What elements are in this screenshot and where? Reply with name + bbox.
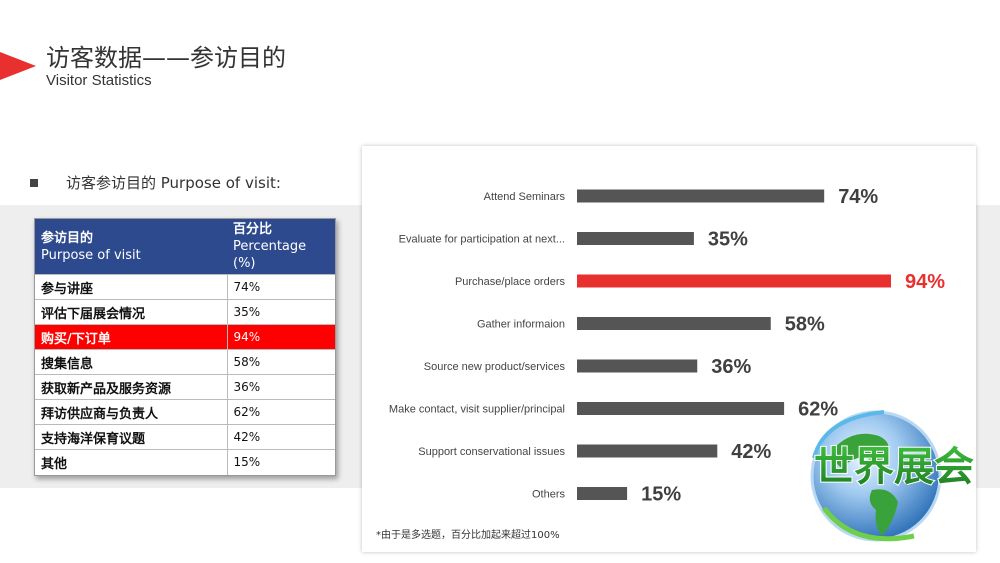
purpose-table: 参访目的 Purpose of visit 百分比 Percentage (%)…: [34, 218, 336, 476]
row-percentage: 35%: [227, 299, 335, 325]
header-percentage-cn: 百分比: [233, 222, 273, 237]
data-label: 58%: [785, 314, 825, 336]
bar: [577, 444, 718, 458]
table-row: 支持海洋保育议题 42%: [35, 424, 335, 450]
table-row: 参与讲座 74%: [35, 274, 335, 300]
category-label: Support conservational issues: [418, 446, 565, 458]
bar: [577, 402, 785, 415]
row-purpose: 拜访供应商与负责人: [35, 399, 228, 425]
bar: [577, 232, 694, 245]
row-percentage: 94%: [227, 324, 335, 350]
bar: [577, 317, 771, 330]
row-percentage: 74%: [227, 274, 335, 300]
bar: [577, 189, 825, 203]
row-percentage: 58%: [227, 349, 335, 375]
title-arrow-icon: [0, 52, 36, 80]
row-purpose: 参与讲座: [35, 274, 228, 300]
logo-text: 世界展会: [814, 444, 974, 490]
table-row: 评估下届展会情况 35%: [35, 299, 335, 325]
header-purpose-en: Purpose of visit: [41, 247, 141, 263]
row-percentage: 62%: [227, 399, 335, 425]
row-purpose: 其他: [35, 449, 228, 475]
chart-panel: Attend Seminars 74% Evaluate for participa…: [362, 146, 976, 552]
table-row: 获取新产品及服务资源 36%: [35, 374, 335, 400]
data-label: 35%: [708, 229, 748, 251]
data-label: 62%: [798, 399, 838, 421]
footnote: *由于是多选题，百分比加起来超过100%: [376, 530, 560, 541]
row-percentage: 36%: [227, 374, 335, 400]
row-purpose: 支持海洋保育议题: [35, 424, 228, 450]
section-heading: 访客参访目的 Purpose of visit:: [66, 174, 281, 192]
page-subtitle: Visitor Statistics: [46, 72, 152, 89]
page-title: 访客数据——参访目的: [46, 44, 286, 72]
row-percentage: 15%: [227, 449, 335, 475]
bar: [577, 359, 698, 373]
category-label: Others: [532, 489, 566, 501]
bar: [577, 274, 891, 288]
table-row: 其他 15%: [35, 449, 335, 475]
row-purpose: 搜集信息: [35, 349, 228, 375]
world-expo-logo: 世界展会: [810, 410, 975, 542]
data-label: 94%: [905, 271, 945, 293]
category-label: Source new product/services: [424, 361, 566, 373]
row-purpose: 评估下届展会情况: [35, 299, 228, 325]
table-row: 搜集信息 58%: [35, 349, 335, 375]
category-label: Gather informaion: [477, 319, 565, 331]
header-percentage: 百分比 Percentage (%): [227, 219, 335, 275]
data-label: 36%: [711, 356, 751, 378]
bullet-square-icon: [30, 178, 38, 187]
header-percentage-en: Percentage (%): [233, 239, 307, 271]
category-label: Attend Seminars: [484, 191, 566, 203]
table-row-highlighted: 购买/下订单 94%: [35, 324, 335, 350]
row-percentage: 42%: [227, 424, 335, 450]
category-label: Purchase/place orders: [455, 276, 566, 288]
data-label: 15%: [641, 484, 681, 506]
row-purpose: 购买/下订单: [35, 324, 228, 350]
data-label: 42%: [731, 441, 771, 463]
row-purpose: 获取新产品及服务资源: [35, 374, 228, 400]
header-purpose: 参访目的 Purpose of visit: [35, 219, 227, 275]
table-row: 拜访供应商与负责人 62%: [35, 399, 335, 425]
header-purpose-cn: 参访目的: [41, 230, 94, 246]
data-label: 74%: [838, 186, 878, 208]
table-header-row: 参访目的 Purpose of visit 百分比 Percentage (%): [35, 219, 335, 275]
category-label: Evaluate for participation at next...: [399, 234, 565, 246]
bar: [577, 487, 628, 500]
section-bullet: 访客参访目的 Purpose of visit:: [30, 172, 281, 193]
category-label: Make contact, visit supplier/principal: [389, 404, 565, 416]
bar-chart: Attend Seminars 74% Evaluate for participa…: [389, 186, 945, 506]
